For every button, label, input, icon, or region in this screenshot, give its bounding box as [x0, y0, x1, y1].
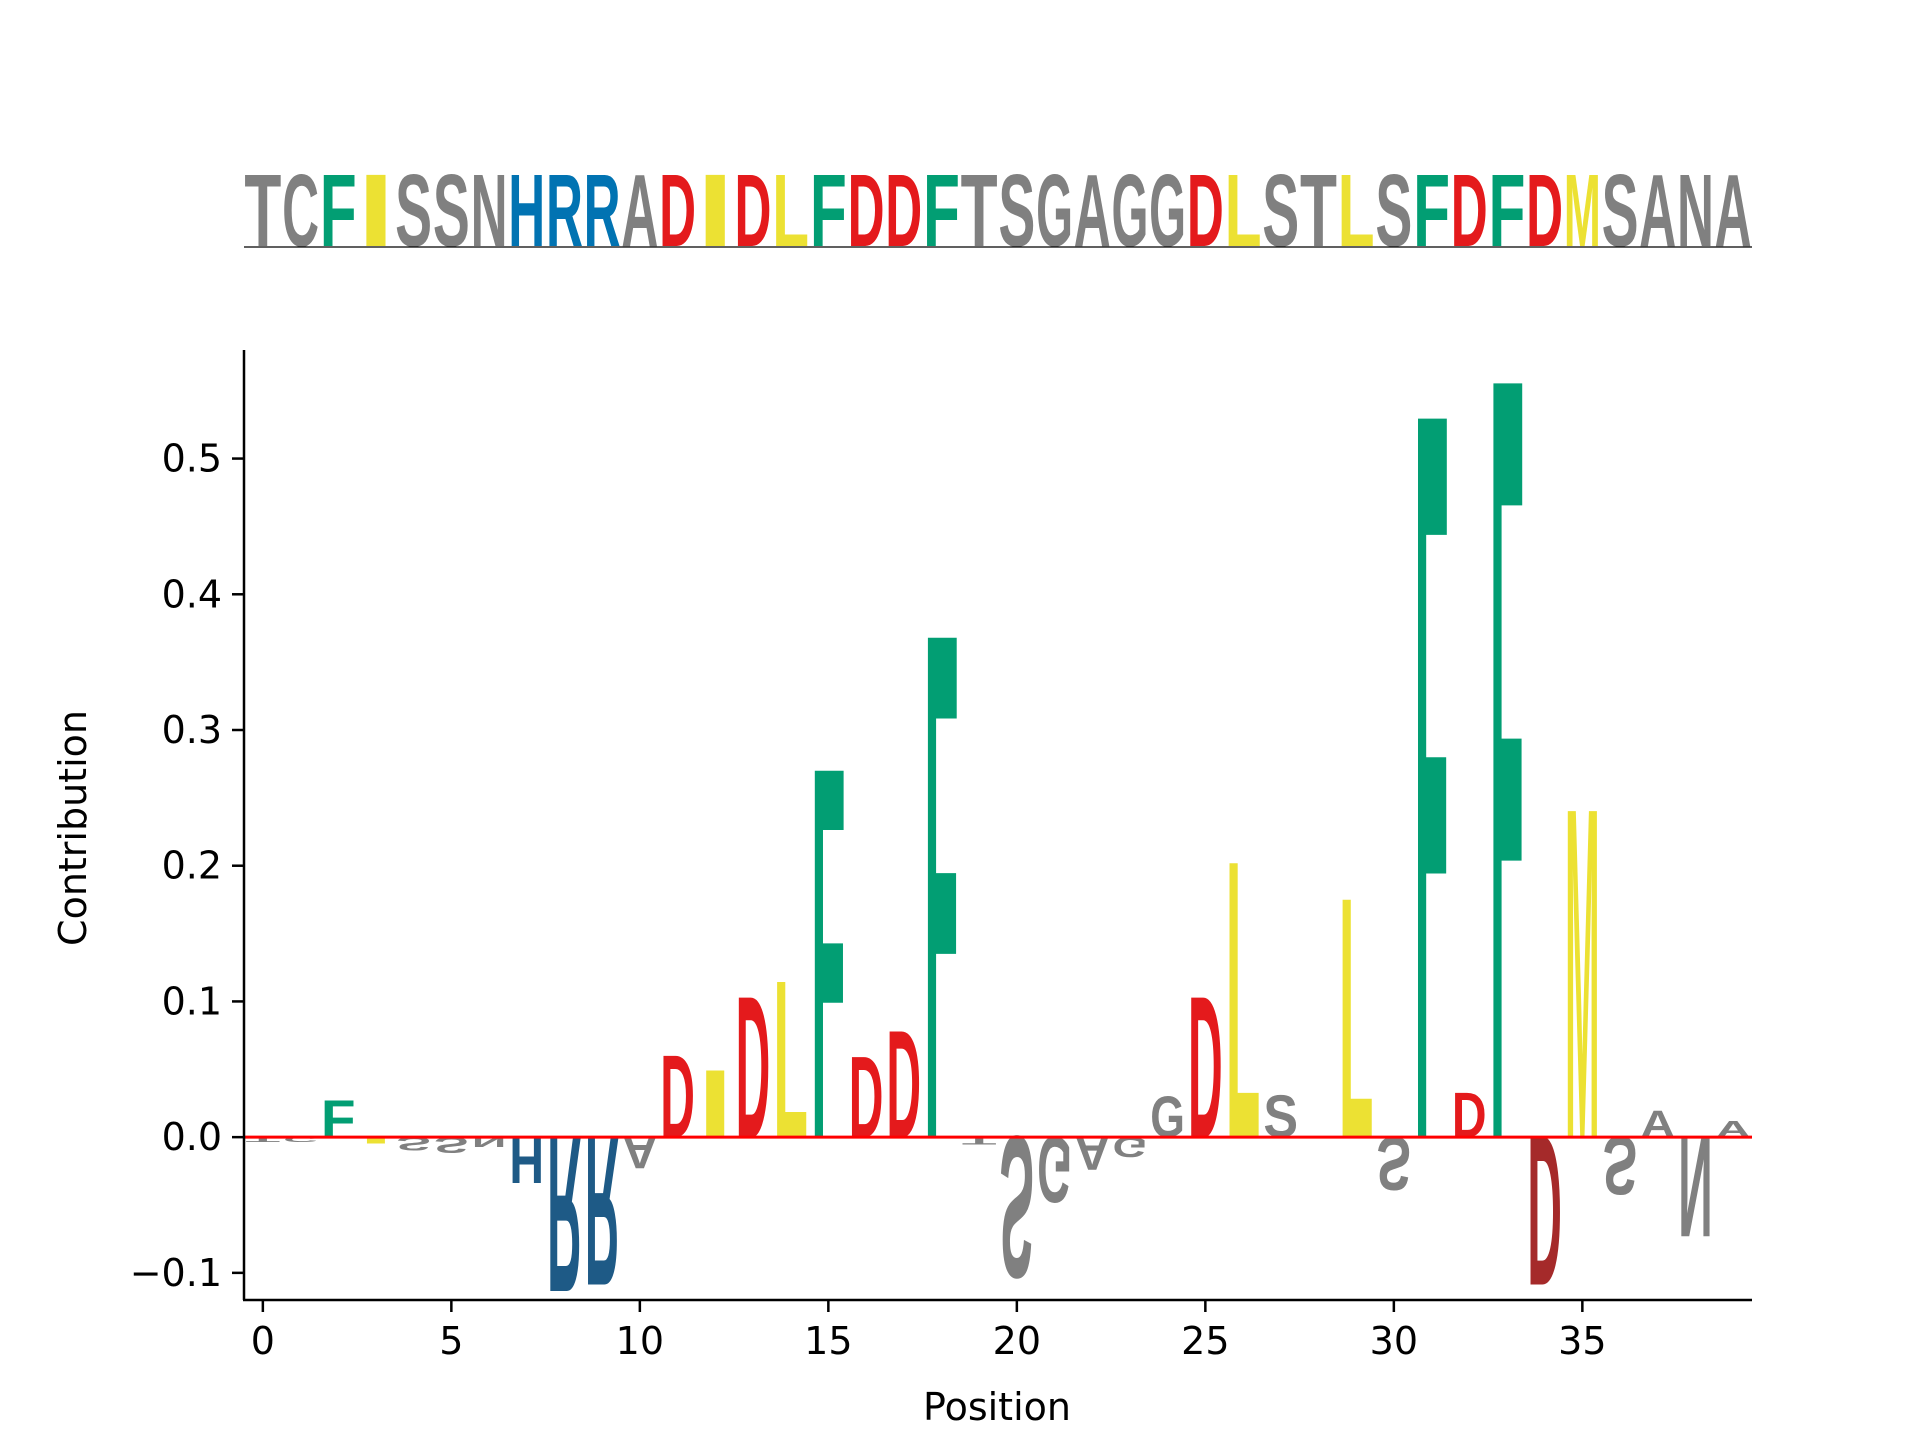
- logo-letter-pos-20: S: [1000, 1093, 1035, 1319]
- logo-letter-pos-35: M: [1565, 710, 1600, 1238]
- sequence-letter-11: D: [659, 153, 696, 268]
- sequence-letter-9: R: [584, 153, 621, 268]
- x-axis-label: Position: [923, 1385, 1071, 1429]
- sequence-letter-14: L: [772, 152, 809, 268]
- logo-letter-pos-38: N: [1678, 1106, 1713, 1267]
- sequence-letter-10: A: [621, 153, 658, 268]
- sequence-letter-20: S: [998, 153, 1035, 269]
- logo-letter-pos-32: D: [1452, 1080, 1487, 1151]
- logo-letter-pos-29: L: [1339, 826, 1374, 1211]
- sequence-letter-25: D: [1187, 153, 1224, 268]
- x-tick-label: 35: [1558, 1319, 1606, 1363]
- x-tick-label: 5: [439, 1319, 463, 1363]
- sequence-letter-2: F: [320, 152, 357, 268]
- sequence-letter-21: G: [1036, 153, 1073, 269]
- logo-letter-pos-27: S: [1263, 1082, 1298, 1150]
- axes: −0.1 0.0 0.1 0.2 0.3 0.4 0.5 0 5 10 15 20 25 30 35 Co…: [51, 350, 1752, 1429]
- logo-letter-pos-14: L: [773, 933, 808, 1185]
- sequence-letter-1: C: [282, 153, 319, 268]
- sequence-letter-35: M: [1564, 152, 1601, 268]
- sequence-letter-19: T: [961, 152, 998, 268]
- logo-letter-pos-30: S: [1377, 1121, 1412, 1206]
- logo-letter-pos-16: D: [849, 1033, 884, 1162]
- logo-letter-pos-36: S: [1603, 1119, 1638, 1213]
- logo-letter-pos-24: G: [1150, 1085, 1185, 1150]
- x-tick-label: 10: [616, 1319, 664, 1363]
- logo-letter-pos-31: F: [1414, 191, 1449, 1359]
- sequence-letter-7: H: [508, 153, 545, 268]
- x-tick-label: 0: [251, 1319, 275, 1363]
- sequence-letter-18: F: [923, 152, 960, 268]
- logo-letter-pos-21: G: [1037, 1117, 1072, 1223]
- sequence-letter-0: T: [244, 152, 281, 268]
- sequence-letter-15: F: [810, 152, 847, 268]
- x-tick-label: 25: [1181, 1319, 1229, 1363]
- logo-letter-pos-2: F: [321, 1089, 356, 1149]
- y-ticks: −0.1 0.0 0.1 0.2 0.3 0.4 0.5: [130, 437, 244, 1295]
- logo-letter-pos-22: A: [1075, 1126, 1110, 1179]
- sequence-letter-33: F: [1488, 152, 1525, 268]
- y-tick-label: 0.5: [162, 437, 222, 481]
- y-tick-label: 0.4: [162, 572, 222, 616]
- logo-letter-pos-1: C: [283, 1135, 318, 1143]
- logo-letter-pos-37: A: [1640, 1104, 1675, 1146]
- y-tick-label: 0.2: [162, 844, 222, 888]
- sequence-letter-28: T: [1300, 152, 1337, 268]
- logo-letter-pos-26: L: [1226, 779, 1261, 1223]
- logo-letter-pos-18: F: [924, 482, 959, 1293]
- sequence-letter-22: A: [1074, 153, 1111, 268]
- sequence-letter-12: I: [697, 153, 734, 268]
- logo-letter-pos-34: D: [1527, 1092, 1562, 1332]
- logo-letter-pos-25: D: [1188, 955, 1223, 1181]
- logo-letter-pos-17: D: [886, 999, 921, 1170]
- sequence-letter-30: S: [1375, 153, 1412, 269]
- sequence-letter-4: S: [395, 153, 432, 269]
- logo-letter-pos-0: T: [246, 1135, 281, 1144]
- sequence-letter-39: A: [1715, 153, 1752, 268]
- sequence-letter-31: F: [1413, 152, 1450, 268]
- x-tick-label: 15: [804, 1319, 852, 1363]
- logo-letter-pos-3: I: [359, 1135, 394, 1146]
- sequence-letter-32: D: [1451, 153, 1488, 268]
- sequence-letter-34: D: [1526, 153, 1563, 268]
- x-tick-label: 30: [1370, 1319, 1418, 1363]
- sequence-letter-29: L: [1338, 152, 1375, 268]
- logo-letter-pos-33: F: [1490, 147, 1525, 1370]
- logo-letter-pos-12: I: [698, 1050, 733, 1158]
- logo-letter-pos-15: F: [811, 656, 846, 1251]
- sequence-letter-13: D: [734, 153, 771, 268]
- sequence-letter-27: S: [1262, 153, 1299, 269]
- y-tick-label: 0.1: [162, 979, 222, 1023]
- sequence-letter-38: N: [1677, 153, 1714, 268]
- sequence-letter-5: S: [433, 153, 470, 269]
- x-tick-label: 20: [993, 1319, 1041, 1363]
- sequence-letter-3: I: [357, 153, 394, 268]
- sequence-letter-26: L: [1225, 152, 1262, 268]
- logo-letter-pos-10: A: [623, 1127, 658, 1178]
- sequence-letter-6: N: [471, 153, 508, 268]
- y-tick-label: 0.3: [162, 708, 222, 752]
- logo-letter-pos-7: H: [509, 1122, 544, 1195]
- sequence-letter-8: R: [546, 153, 583, 268]
- y-tick-label: 0.0: [162, 1115, 222, 1159]
- y-axis-label: Contribution: [51, 710, 95, 946]
- sequence-letter-16: D: [848, 153, 885, 268]
- sequence-letter-23: G: [1111, 153, 1148, 269]
- sequence-letter-17: D: [885, 153, 922, 268]
- sequence-letter-37: A: [1639, 153, 1676, 268]
- y-tick-label: −0.1: [130, 1251, 222, 1295]
- logo-letter-pos-11: D: [660, 1032, 695, 1163]
- logo-letter-pos-8: R: [547, 1089, 582, 1338]
- logo-letter-pos-9: R: [585, 1092, 620, 1332]
- sequence-letter-36: S: [1602, 153, 1639, 269]
- sequence-letter-24: G: [1149, 153, 1186, 269]
- x-ticks: 0 5 10 15 20 25 30 35: [251, 1300, 1607, 1363]
- logo-letter-pos-13: D: [736, 955, 771, 1181]
